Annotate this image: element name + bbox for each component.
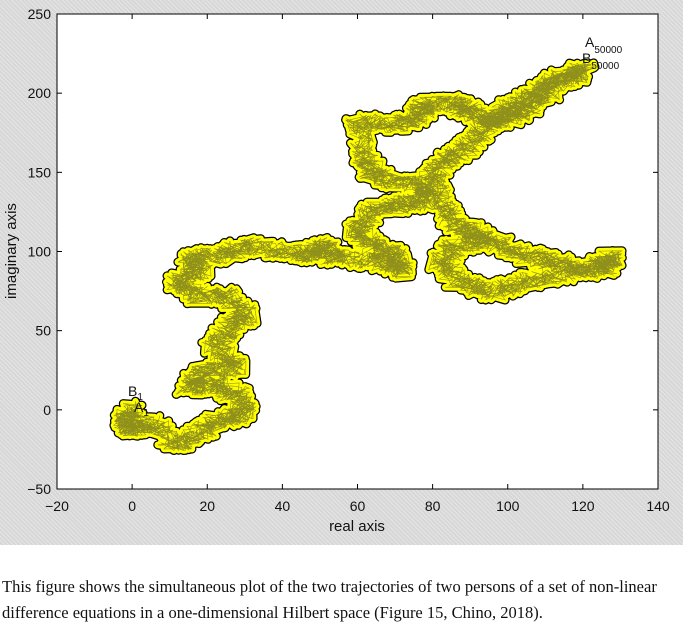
y-tick-label: −50 [27, 481, 51, 497]
axis-ticks: −20 0 20 40 60 80 100 120 140 −50 0 50 100 150 200 250 [27, 6, 670, 514]
trajectory-layer [109, 58, 627, 455]
y-tick-label: 150 [28, 164, 52, 180]
label-a-start: A1 [134, 399, 149, 419]
label-b-end: B50000 [582, 50, 620, 72]
y-tick-label: 0 [43, 402, 51, 418]
x-axis-label: real axis [329, 518, 385, 535]
label-a-end: A50000 [585, 34, 623, 56]
y-tick-label: 50 [35, 323, 51, 339]
x-tick-label: 100 [496, 498, 520, 514]
x-tick-label: 40 [275, 498, 291, 514]
label-b-start: B1 [128, 383, 143, 403]
x-tick-label: 140 [646, 498, 670, 514]
y-tick-label: 200 [28, 85, 52, 101]
x-tick-label: 60 [350, 498, 366, 514]
x-tick-label: 120 [571, 498, 595, 514]
y-tick-label: 250 [28, 6, 52, 22]
x-tick-label: 0 [128, 498, 136, 514]
figure-panel: −20 0 20 40 60 80 100 120 140 −50 0 50 100 150 200 250 … [0, 0, 683, 545]
figure-caption: This figure shows the simultaneous plot … [2, 577, 657, 622]
x-tick-label: 20 [199, 498, 215, 514]
y-axis-label: imaginary axis [3, 203, 20, 299]
trajectory-plot: −20 0 20 40 60 80 100 120 140−50050100150200250 … [3, 6, 670, 535]
x-tick-label: 80 [425, 498, 441, 514]
y-tick-label: 100 [28, 244, 52, 260]
trajectory-core [113, 62, 623, 452]
x-tick-label: −20 [45, 498, 69, 514]
